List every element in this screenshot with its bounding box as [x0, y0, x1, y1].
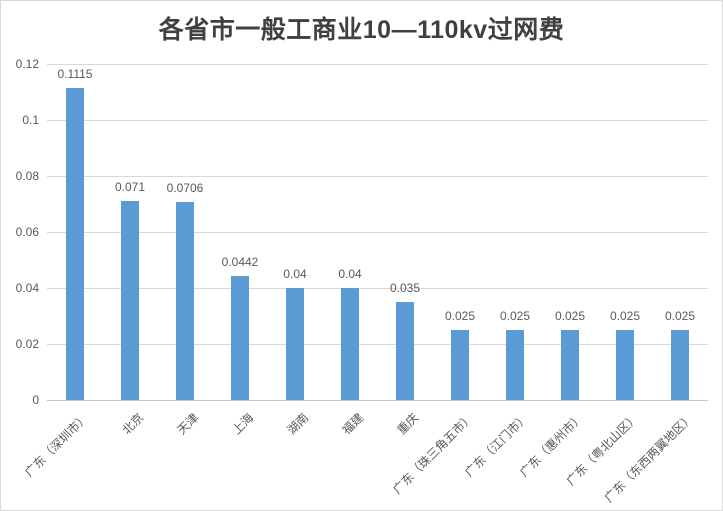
bar-value-label: 0.025: [444, 309, 476, 323]
bar-value-label: 0.04: [338, 267, 362, 281]
y-axis-tick-label: 0.08: [15, 169, 39, 183]
bar: [561, 330, 579, 400]
bar: [506, 330, 524, 400]
gridline: [47, 176, 708, 177]
gridline: [47, 288, 708, 289]
bar: [286, 288, 304, 400]
bar-value-label: 0.071: [114, 180, 146, 194]
y-axis-tick-label: 0.04: [15, 281, 39, 295]
bar-value-label: 0.035: [389, 281, 421, 295]
y-axis-tick-label: 0: [32, 393, 39, 407]
bar: [66, 88, 84, 400]
y-axis-tick-label: 0.12: [15, 57, 39, 71]
bar-value-label: 0.025: [499, 309, 531, 323]
y-axis-tick-label: 0.06: [15, 225, 39, 239]
bar-value-label: 0.1115: [57, 67, 93, 81]
y-axis-tick-label: 0.02: [15, 337, 39, 351]
x-axis-line: [47, 400, 708, 401]
bar: [341, 288, 359, 400]
chart-title: 各省市一般工商业10—110kv过网费: [158, 16, 565, 44]
gridline: [47, 64, 708, 65]
bar: [396, 302, 414, 400]
bar: [451, 330, 469, 400]
gridline: [47, 120, 708, 121]
gridline: [47, 232, 708, 233]
bar-value-label: 0.025: [609, 309, 641, 323]
bar-value-label: 0.025: [554, 309, 586, 323]
x-axis-category-text: 湖南: [284, 410, 312, 438]
x-axis-category-text: 福建: [339, 410, 367, 438]
bar-value-label: 0.0706: [166, 181, 204, 195]
x-axis-category-text: 广东（深圳市）: [22, 410, 92, 480]
bar: [671, 330, 689, 400]
bar: [121, 201, 139, 400]
x-axis-category-text: 北京: [119, 410, 147, 438]
x-axis-category-text: 上海: [229, 410, 257, 438]
gridline: [47, 344, 708, 345]
bar-value-label: 0.04: [283, 267, 307, 281]
x-axis-category-text: 重庆: [394, 410, 422, 438]
x-axis-category-text: 天津: [174, 410, 202, 438]
y-axis-tick-label: 0.1: [22, 113, 39, 127]
bar: [176, 202, 194, 400]
bar: [616, 330, 634, 400]
bar-value-label: 0.0442: [221, 255, 259, 269]
bar: [231, 276, 249, 400]
bar-value-label: 0.025: [664, 309, 696, 323]
